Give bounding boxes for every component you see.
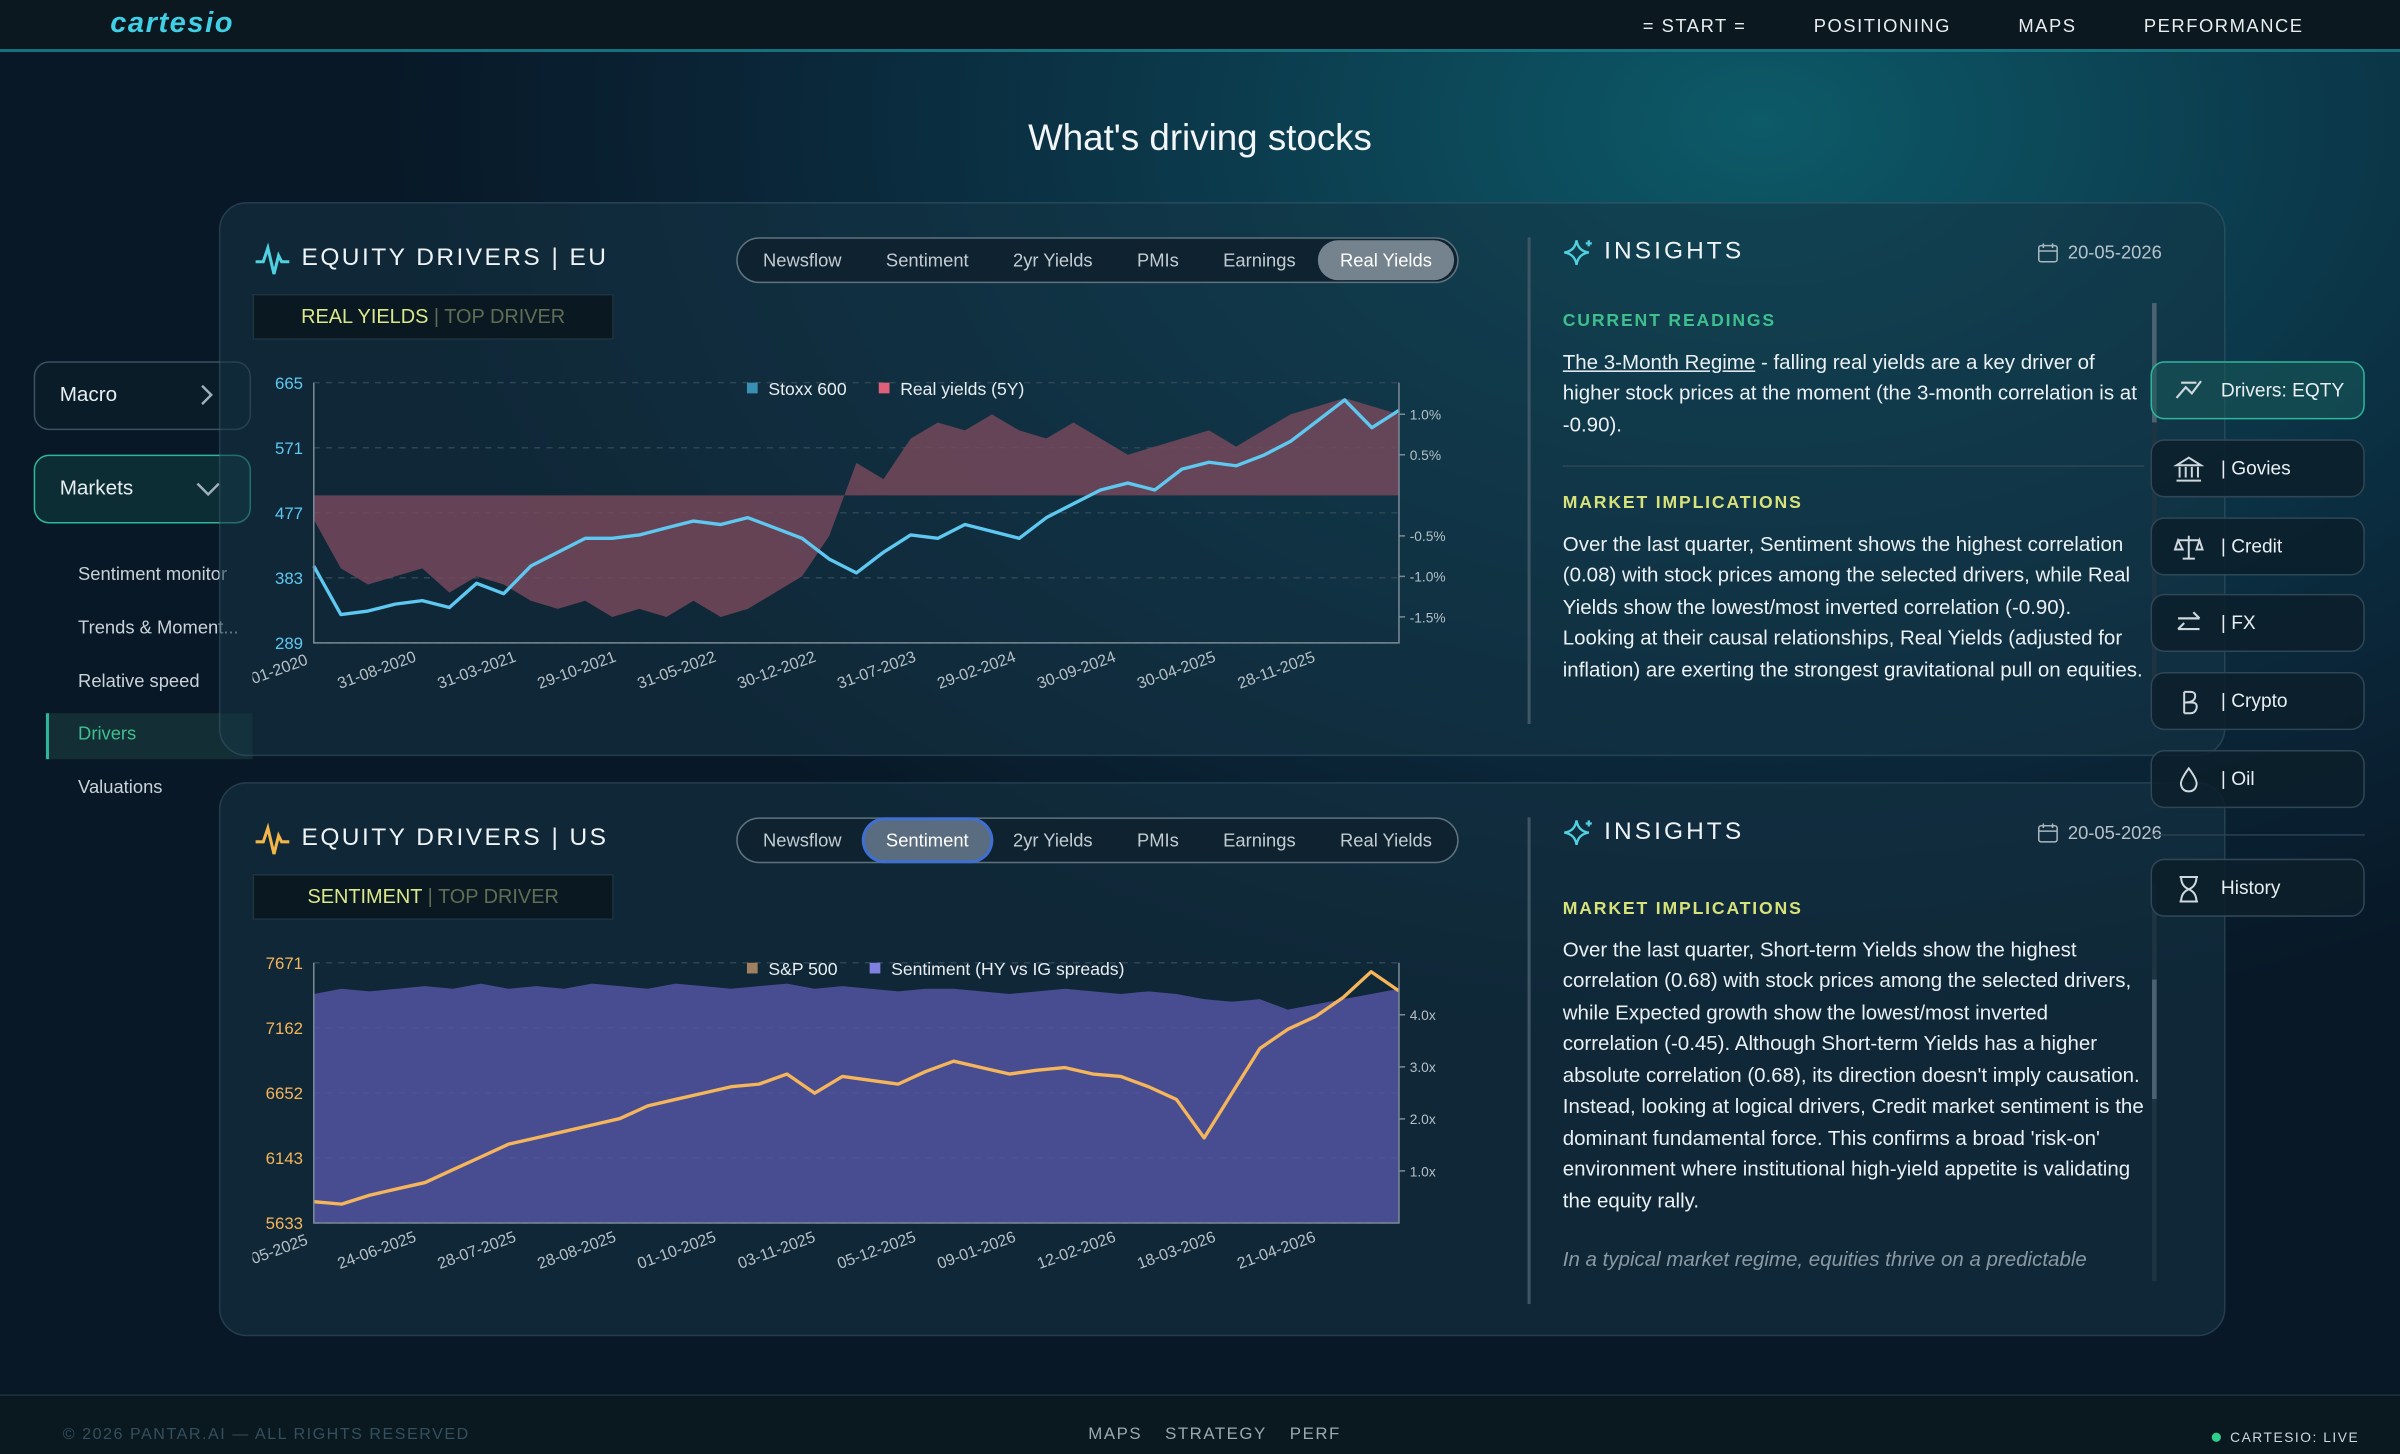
right-nav-button[interactable]: | Crypto [2150, 672, 2365, 731]
insights-title: INSIGHTS [1604, 818, 1745, 845]
tab[interactable]: Newsflow [762, 829, 842, 852]
footer-links: MAPS STRATEGY PERF [1088, 1425, 1341, 1443]
right-nav-button[interactable]: | Credit [2150, 516, 2365, 575]
driver-name: REAL YIELDS [301, 304, 429, 328]
nav-link[interactable]: PERFORMANCE [2143, 15, 2304, 37]
copyright: © 2026 PANTAR.AI — ALL RIGHTS RESERVED [62, 1424, 470, 1444]
sidebar-item[interactable]: Trends & Moment... [78, 616, 239, 638]
insights-content: MARKET IMPLICATIONS Over the last quarter… [1563, 894, 2145, 1295]
insights-content: CURRENT READINGS The 3-Month Regime - fal… [1562, 306, 2145, 727]
section-heading: MARKET IMPLICATIONS [1562, 494, 1803, 513]
footer-link[interactable]: MAPS [1088, 1424, 1143, 1444]
right-nav-button[interactable]: Drivers: EQTY [2150, 361, 2365, 420]
driver-name: SENTIMENT [307, 884, 423, 908]
section-text: Over the last quarter, Sentiment shows t… [1563, 529, 2145, 686]
tab[interactable]: Sentiment [885, 249, 969, 271]
status: CARTESIO: LIVE [2230, 1429, 2360, 1445]
nav-icon [2179, 766, 2198, 793]
footer-link[interactable]: PERF [1289, 1424, 1341, 1444]
sidebar-item[interactable]: Drivers [78, 723, 137, 745]
sidebar-item[interactable]: Relative speed [78, 669, 200, 692]
section-body: - falling real yields are a key driver o… [1562, 349, 2137, 436]
tab-bar: Newsflow Sentiment 2yr Yields PMIs Earnings R… [736, 237, 1459, 284]
section-note: In a typical market regime, equities thr… [1562, 1247, 2087, 1271]
section-heading: CURRENT READINGS [1562, 312, 1777, 331]
page-title: What's driving stocks [1028, 117, 1372, 160]
insights-section: CURRENT READINGS The 3-Month Regime - fal… [1563, 306, 2145, 441]
calendar-icon [2038, 823, 2058, 843]
insights-date: 20-05-2026 [2067, 241, 2162, 264]
top-nav: cartesio = START = POSITIONING MAPS PERFORM… [0, 0, 2400, 53]
insights-title: INSIGHTS [1604, 238, 1745, 265]
section-text: Over the last quarter, Short-term Yields… [1563, 934, 2145, 1216]
nav-icon [2183, 691, 2198, 715]
pulse-icon [255, 242, 290, 275]
right-nav-button[interactable]: | FX [2150, 594, 2365, 653]
active-item-bg [45, 713, 253, 760]
footer-link[interactable]: STRATEGY [1165, 1424, 1267, 1444]
insights-date: 20-05-2026 [2067, 821, 2162, 844]
hourglass-icon [2179, 876, 2198, 903]
section-body: Over the last quarter, Short-term Yields… [1562, 937, 2144, 1212]
calendar-icon [2038, 243, 2058, 263]
nav-icon [2177, 612, 2201, 631]
tab[interactable]: Sentiment [864, 820, 991, 861]
regime-link[interactable]: The 3-Month Regime [1562, 349, 1756, 373]
scroll-track [2152, 303, 2157, 717]
tab[interactable]: PMIs [1136, 829, 1179, 852]
tab[interactable]: Real Yields [1318, 240, 1454, 281]
nav-link[interactable]: = START = [1642, 15, 1747, 37]
sidebar-item[interactable]: Sentiment monitor [78, 563, 228, 585]
nav-links: = START = POSITIONING MAPS PERFORMANCE [1643, 15, 2304, 36]
chevron-icon [201, 384, 213, 405]
tab[interactable]: Newsflow [762, 249, 842, 271]
tab[interactable]: Earnings [1223, 249, 1296, 271]
nav-icon [2173, 535, 2204, 560]
sparkle-icon [1564, 240, 1592, 266]
tab[interactable]: Earnings [1223, 829, 1296, 852]
insights-section: MARKET IMPLICATIONS Over the last quarter… [1563, 894, 2145, 1276]
nav-link[interactable]: POSITIONING [1813, 15, 1951, 37]
tab-bar: Newsflow Sentiment 2yr Yields PMIs Earnings R… [736, 817, 1459, 864]
scroll-thumb [2152, 979, 2157, 1099]
footer: © 2026 PANTAR.AI — ALL RIGHTS RESERVED MA… [0, 1394, 2400, 1454]
right-nav-separator [2150, 834, 2365, 836]
driver-suffix: | TOP DRIVER [427, 884, 559, 908]
panel-title: EQUITY DRIVERS | EU [301, 244, 609, 271]
divider [1527, 237, 1531, 724]
sidebar-item[interactable]: Valuations [78, 776, 163, 798]
insights-section: MARKET IMPLICATIONS Over the last quarter… [1562, 465, 2145, 686]
divider [1527, 817, 1531, 1305]
pulse-icon [255, 822, 290, 855]
driver-badge: SENTIMENT | TOP DRIVER [252, 873, 614, 920]
sparkle-icon [1564, 820, 1592, 846]
tab[interactable]: PMIs [1136, 249, 1179, 271]
scroll-thumb [2152, 303, 2157, 423]
macro-button[interactable]: Macro [33, 361, 252, 431]
section-body: Over the last quarter, Sentiment shows t… [1562, 531, 2143, 681]
section-text: The 3-Month Regime - falling real yields… [1563, 347, 2145, 441]
right-nav-button[interactable]: | Oil [2150, 749, 2365, 809]
tab[interactable]: 2yr Yields [1012, 249, 1093, 271]
driver-badge: REAL YIELDS | TOP DRIVER [252, 293, 614, 340]
nav-link[interactable]: MAPS [2018, 15, 2077, 37]
nav-icon [2173, 456, 2205, 482]
panel-title: EQUITY DRIVERS | US [301, 824, 609, 852]
tab[interactable]: 2yr Yields [1012, 829, 1093, 852]
chevron-icon [196, 482, 220, 497]
driver-suffix: | TOP DRIVER [433, 304, 566, 328]
tab[interactable]: Real Yields [1340, 829, 1432, 852]
section-heading: MARKET IMPLICATIONS [1562, 899, 1803, 919]
nav-icon [2175, 380, 2202, 399]
status-dot [2211, 1432, 2221, 1442]
brand[interactable]: cartesio [110, 7, 234, 40]
